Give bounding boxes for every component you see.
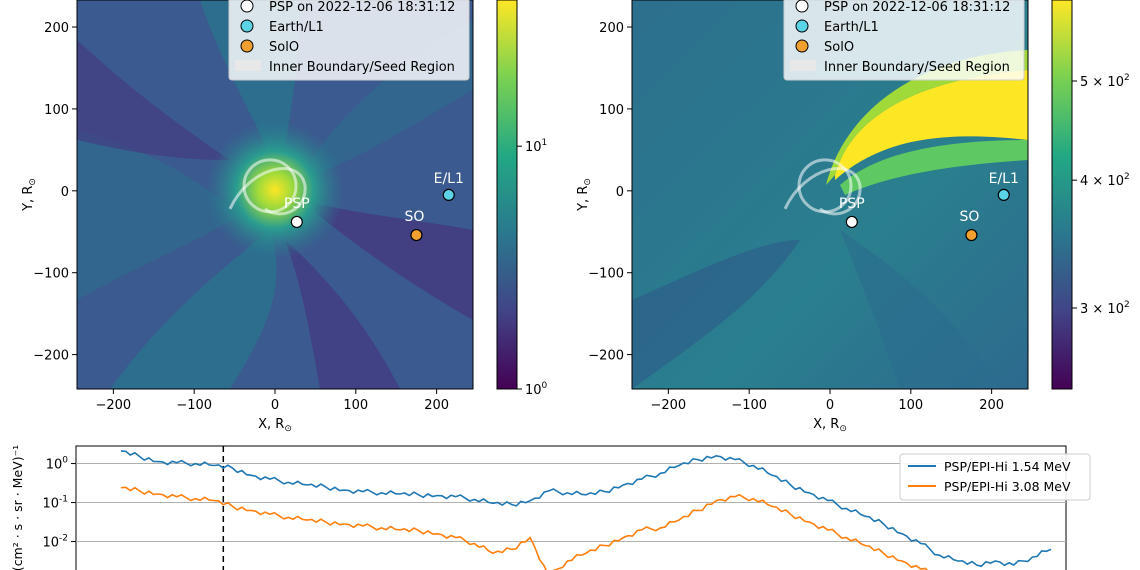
colorbar <box>496 0 518 390</box>
seed-region-arc <box>783 167 862 216</box>
y-tick-label: 100 <box>44 103 69 118</box>
colorbar-tick-label: 5 × 102 <box>1080 73 1130 90</box>
marker-label-el1: E/L1 <box>989 171 1019 187</box>
legend-symbol <box>240 39 254 53</box>
y-axis-label: (cm² · s · sr · MeV)⁻¹ <box>10 445 25 570</box>
colorbar-tick-label: 4 × 102 <box>1080 172 1130 189</box>
bottom-legend: PSP/EPI-Hi 1.54 MeV PSP/EPI-Hi 3.08 MeV <box>899 453 1091 501</box>
legend-symbol <box>240 19 254 33</box>
y-tick-label: −100 <box>588 267 624 282</box>
y-tick-label: −200 <box>33 349 69 364</box>
legend-entry: PSP/EPI-Hi 1.54 MeV <box>944 459 1071 474</box>
colorbar-tick-label: 100 <box>525 381 548 398</box>
x-tick-label: −100 <box>731 398 767 413</box>
x-axis-label: X, R⊙ <box>813 417 847 434</box>
legend-box <box>899 453 1091 501</box>
y-axis-label: Y, R⊙ <box>576 178 593 212</box>
x-tick-label: 200 <box>979 398 1004 413</box>
y-axis-label: Y, R⊙ <box>21 178 38 212</box>
legend-entry: PSP on 2022-12-06 18:31:12 <box>269 0 455 15</box>
legend-entry: Inner Boundary/Seed Region <box>269 60 455 75</box>
series-line <box>120 486 929 570</box>
colorbar <box>1051 0 1073 390</box>
seed-region-arc <box>228 167 307 216</box>
marker-el1 <box>442 188 455 202</box>
legend-symbol <box>235 60 261 71</box>
left-overlay: PSP E/L1 SO <box>228 158 464 242</box>
y-tick-label: 100 <box>599 103 624 118</box>
x-axis-label: X, R⊙ <box>258 417 292 434</box>
legend-entry: SolO <box>269 40 299 55</box>
legend-entry: SolO <box>824 40 854 55</box>
y-tick-label: 100 <box>46 456 69 473</box>
y-tick-label: 0 <box>61 185 69 200</box>
marker-label-so: SO <box>404 209 424 225</box>
legend-box <box>228 0 470 81</box>
marker-label-so: SO <box>959 209 979 225</box>
y-tick-label: 10-2 <box>42 534 68 551</box>
legend-symbol <box>795 39 809 53</box>
legend-symbol <box>240 0 254 13</box>
marker-so <box>410 228 423 242</box>
y-tick-label: 0 <box>616 185 624 200</box>
marker-label-psp: PSP <box>839 196 865 212</box>
x-tick-label: 200 <box>424 398 449 413</box>
right-overlay: PSP E/L1 SO <box>783 158 1019 242</box>
colorbar-tick-label: 3 × 102 <box>1080 300 1130 317</box>
x-tick-label: 100 <box>343 398 368 413</box>
left-legend: PSP on 2022-12-06 18:31:12 Earth/L1 SolO In… <box>228 0 470 81</box>
x-tick-label: −200 <box>651 398 687 413</box>
x-tick-label: 0 <box>271 398 279 413</box>
legend-symbol <box>795 19 809 33</box>
x-tick-label: −200 <box>96 398 132 413</box>
y-tick-label: −100 <box>33 267 69 282</box>
legend-entry: Earth/L1 <box>824 20 879 35</box>
marker-el1 <box>997 188 1010 202</box>
legend-entry: PSP/EPI-Hi 3.08 MeV <box>944 479 1071 494</box>
marker-so <box>965 228 978 242</box>
y-tick-label: 10-1 <box>42 495 68 512</box>
legend-entry: Inner Boundary/Seed Region <box>824 60 1010 75</box>
marker-label-psp: PSP <box>284 196 310 212</box>
series-line <box>120 450 1052 568</box>
legend-symbol <box>795 0 809 13</box>
x-tick-label: 0 <box>826 398 834 413</box>
y-tick-label: −200 <box>588 349 624 364</box>
x-tick-label: −100 <box>176 398 212 413</box>
legend-symbol <box>790 60 816 71</box>
y-tick-label: 200 <box>599 21 624 36</box>
right-legend: PSP on 2022-12-06 18:31:12 Earth/L1 SolO In… <box>783 0 1025 81</box>
marker-label-el1: E/L1 <box>434 171 464 187</box>
legend-entry: PSP on 2022-12-06 18:31:12 <box>824 0 1010 15</box>
x-tick-label: 100 <box>898 398 923 413</box>
colorbar-tick-label: 101 <box>525 138 547 155</box>
marker-psp <box>845 215 858 229</box>
legend-entry: Earth/L1 <box>269 20 324 35</box>
marker-psp <box>290 215 303 229</box>
y-tick-label: 200 <box>44 21 69 36</box>
legend-box <box>783 0 1025 81</box>
